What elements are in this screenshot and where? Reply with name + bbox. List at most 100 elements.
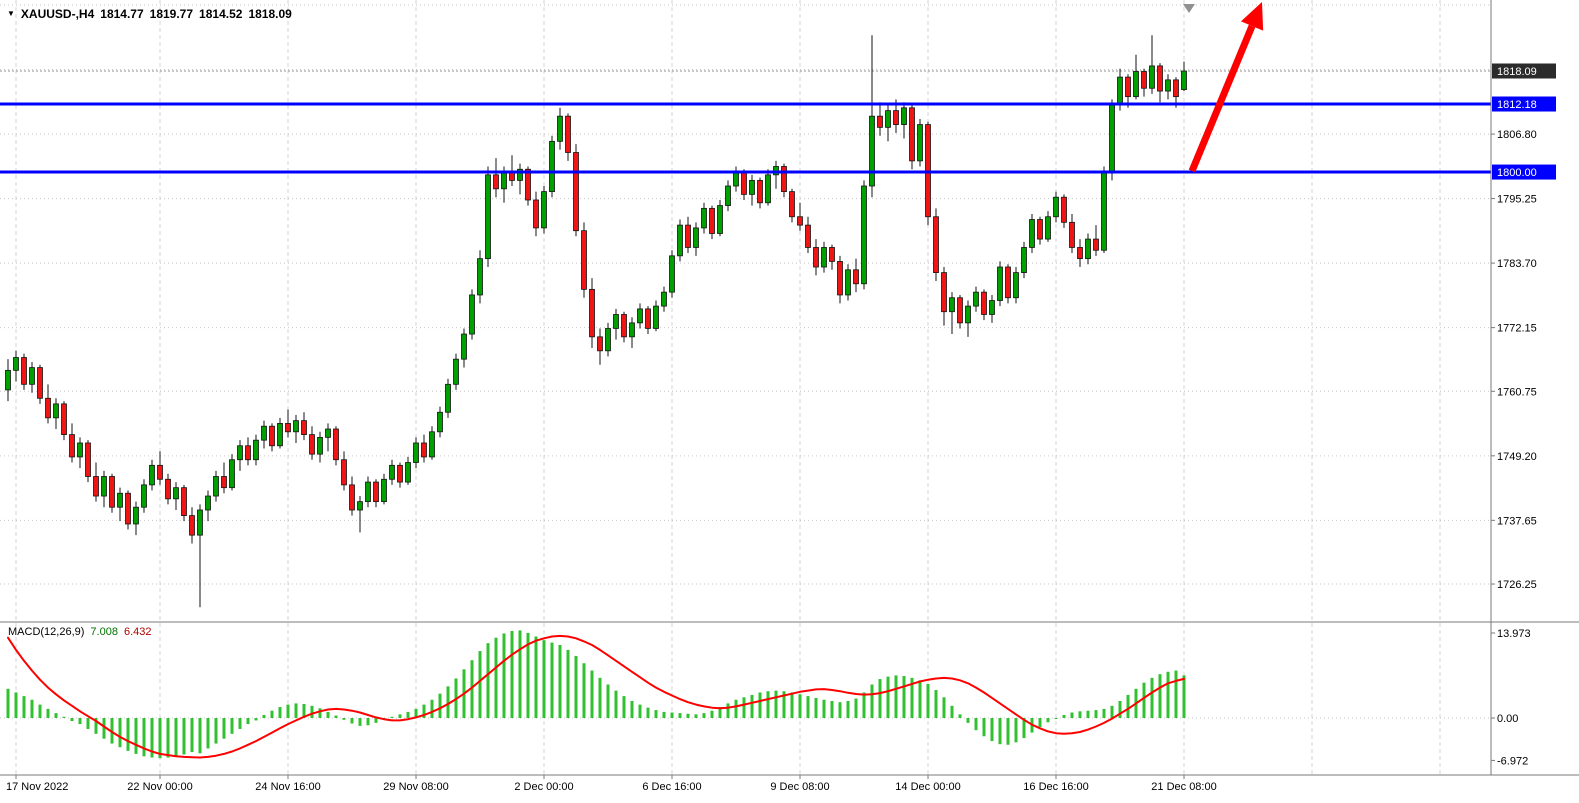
candle-body-up [949, 297, 955, 313]
candle-body-down [125, 492, 131, 525]
macd-plot-area[interactable] [0, 622, 1491, 775]
price-axis-label: 1795.25 [1497, 194, 1537, 206]
candle-body-up [213, 476, 219, 497]
macd-histogram-bar [606, 684, 610, 718]
candle-body-down [181, 487, 187, 516]
candle-body-down [893, 110, 899, 125]
macd-histogram-bar [62, 716, 66, 718]
macd-histogram-bar [102, 718, 106, 739]
candle-body-down [597, 336, 603, 352]
candle-body-up [613, 314, 619, 329]
candle-body-down [285, 423, 291, 433]
macd-histogram-bar [310, 705, 314, 718]
candle-body-up [669, 255, 675, 293]
trend-arrow-head[interactable] [1240, 2, 1264, 31]
candle-body-up [1021, 247, 1027, 273]
macd-histogram-bar [526, 632, 530, 718]
macd-histogram-bar [94, 718, 98, 734]
macd-histogram-bar [742, 697, 746, 718]
candle-body-up [749, 180, 755, 195]
macd-histogram-bar [734, 699, 738, 718]
symbol-timeframe-label: XAUUSD-,H4 [20, 7, 95, 21]
symbol-menu-icon[interactable]: ▼ [7, 9, 15, 18]
time-axis-area[interactable] [0, 775, 1579, 803]
candle-body-down [349, 484, 355, 511]
macd-histogram-bar [638, 704, 642, 718]
candle-body-up [605, 328, 611, 352]
candle-body-down [37, 367, 43, 399]
macd-histogram-bar [270, 710, 274, 718]
candle-body-up [101, 476, 107, 497]
candle-body-down [581, 230, 587, 290]
price-badge [1492, 96, 1556, 112]
macd-histogram-bar [630, 700, 634, 718]
candle-body-up [1013, 272, 1019, 299]
candle-body-up [133, 506, 139, 525]
price-axis-area[interactable] [1491, 0, 1579, 775]
chart-shift-marker[interactable] [1183, 4, 1195, 13]
macd-histogram-bar [534, 636, 538, 718]
candle-body-down [797, 216, 803, 226]
macd-histogram-bar [1022, 718, 1026, 739]
macd-histogram-bar [710, 710, 714, 718]
candle-body-down [933, 216, 939, 273]
candle-body-up [13, 357, 19, 371]
macd-histogram-bar [438, 693, 442, 718]
macd-histogram-bar [646, 707, 650, 718]
macd-histogram-bar [126, 718, 130, 751]
candle-body-down [757, 180, 763, 204]
price-axis-label: 1806.80 [1497, 129, 1537, 141]
macd-signal-value: 6.432 [123, 626, 152, 638]
macd-histogram-bar [982, 718, 986, 737]
main-plot-area[interactable] [0, 0, 1491, 622]
macd-histogram-bar [374, 718, 378, 723]
candle-body-up [453, 358, 459, 385]
macd-signal-line [7, 634, 1185, 759]
macd-histogram-bar [206, 718, 210, 749]
macd-histogram-bar [998, 718, 1002, 745]
macd-histogram-bar [478, 651, 482, 718]
candle-body-up [693, 227, 699, 248]
macd-histogram-bar [70, 718, 74, 722]
candle-body-down [45, 397, 51, 419]
trend-arrow-shaft[interactable] [1188, 24, 1256, 173]
candle-body-down [1069, 221, 1075, 248]
candle-body-down [981, 291, 987, 315]
candle-body-down [245, 445, 251, 461]
candle-body-up [629, 322, 635, 338]
macd-histogram-bar [230, 718, 234, 734]
candle-body-up [1149, 65, 1155, 89]
macd-histogram-bar [950, 705, 954, 718]
candle-body-up [717, 205, 723, 234]
macd-histogram-bar [110, 718, 114, 744]
macd-histogram-bar [1046, 718, 1050, 723]
candle-body-down [93, 476, 99, 497]
macd-histogram-bar [214, 718, 218, 744]
macd-histogram-bar [942, 697, 946, 718]
candle-body-up [173, 487, 179, 500]
macd-histogram-bar [1014, 718, 1018, 743]
macd-histogram-bar [558, 645, 562, 718]
macd-histogram-bar [30, 699, 34, 718]
candle-body-down [157, 464, 163, 480]
ohlc-high-value: 1819.77 [149, 7, 194, 21]
candle-body-down [837, 261, 843, 296]
candle-body-up [53, 403, 59, 419]
macd-histogram-bar [1054, 718, 1058, 719]
candle-body-up [445, 383, 451, 413]
macd-histogram-bar [334, 715, 338, 718]
candle-body-down [1005, 266, 1011, 299]
candle-body-down [709, 207, 715, 234]
candle-body-down [1141, 71, 1147, 89]
macd-histogram-bar [902, 676, 906, 718]
candle-body-up [845, 269, 851, 296]
macd-histogram-bar [1174, 670, 1178, 718]
candle-body-up [389, 464, 395, 480]
macd-histogram-bar [878, 679, 882, 718]
macd-histogram-bar [358, 718, 362, 726]
macd-header: MACD(12,26,9) 7.008 6.432 [8, 626, 151, 638]
candle-body-up [869, 115, 875, 187]
candle-body-down [1125, 76, 1131, 98]
macd-histogram-bar [926, 683, 930, 718]
